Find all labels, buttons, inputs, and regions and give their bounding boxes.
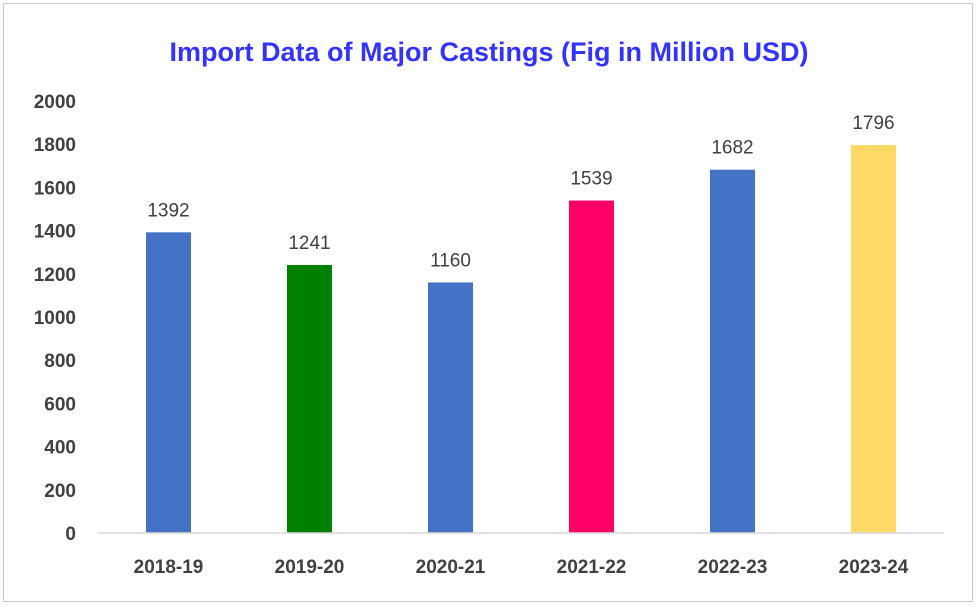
x-tick-label: 2019-20	[275, 557, 345, 578]
y-tick-label: 200	[44, 481, 76, 502]
bar-2022-23	[710, 169, 755, 534]
y-tick-label: 1400	[34, 222, 76, 243]
x-tick-label: 2022-23	[698, 557, 768, 578]
y-axis: 0 200 400 600 800 1000 1200 1400 1600 1800 2000	[34, 92, 76, 545]
bar-2021-22	[569, 200, 614, 534]
y-tick-label: 1000	[34, 308, 76, 329]
data-label: 1241	[288, 233, 330, 254]
x-tick-label: 2021-22	[557, 557, 627, 578]
y-tick-label: 1200	[34, 265, 76, 286]
y-tick-label: 800	[44, 351, 76, 372]
y-tick-label: 600	[44, 394, 76, 415]
y-tick-label: 1800	[34, 135, 76, 156]
x-tick-label: 2023-24	[839, 557, 909, 578]
bar-2020-21	[428, 282, 473, 533]
y-tick-label: 2000	[34, 92, 76, 113]
y-tick-label: 0	[65, 524, 76, 545]
bar-2023-24	[851, 145, 896, 533]
x-tick-label: 2018-19	[134, 557, 204, 578]
data-label: 1796	[852, 113, 894, 134]
data-label: 1539	[570, 169, 612, 190]
x-axis: 2018-19 2019-20 2020-21 2021-22 2022-23 2023-…	[98, 532, 944, 578]
data-label: 1682	[711, 138, 753, 159]
x-tick-label: 2020-21	[416, 557, 486, 578]
y-tick-label: 1600	[34, 178, 76, 199]
data-label: 1392	[147, 200, 189, 221]
bars: 1392 1241 1160 1539 1682 1796	[146, 113, 896, 534]
chart-title: Import Data of Major Castings (Fig in Mi…	[170, 37, 809, 67]
data-label: 1160	[430, 250, 471, 271]
bar-2019-20	[287, 264, 332, 533]
bar-2018-19	[146, 232, 191, 533]
y-tick-label: 400	[44, 438, 76, 459]
